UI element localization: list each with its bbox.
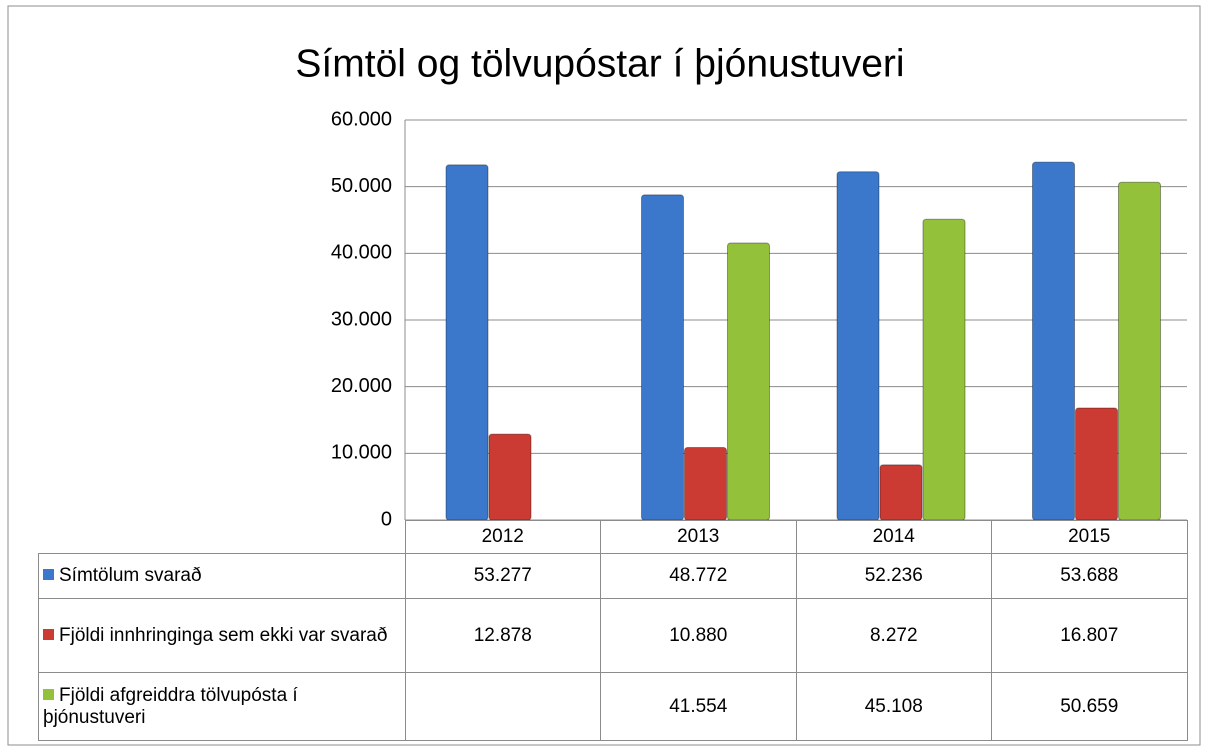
y-tick-label: 20.000 (331, 375, 392, 397)
y-tick-label: 10.000 (331, 442, 392, 464)
bar (1075, 407, 1118, 521)
table-value: 16.807 (991, 598, 1188, 673)
legend-key (43, 688, 54, 700)
bar (1032, 161, 1075, 521)
legend-label: Fjöldi innhringinga sem ekki var svarað (59, 624, 388, 646)
bar (879, 464, 923, 521)
chart-title: Símtöl og tölvupóstar í þjónustuveri (295, 42, 904, 85)
x-tick-label: 2012 (404, 520, 601, 554)
x-tick-label: 2013 (600, 520, 797, 554)
table-corner (38, 520, 406, 554)
table-value: 53.277 (404, 553, 601, 599)
legend-cell: Fjöldi innhringinga sem ekki var svarað (38, 598, 406, 673)
legend-key (43, 569, 54, 580)
bar (922, 218, 966, 521)
table-value: 8.272 (795, 598, 992, 673)
legend-label: Fjöldi afgreiddra tölvupósta í þjónustuv… (43, 684, 298, 728)
table-value: 10.880 (600, 598, 797, 673)
table-value: 52.236 (795, 553, 992, 599)
table-value: 53.688 (991, 553, 1188, 599)
x-tick-label: 2014 (795, 520, 992, 554)
legend-key (43, 628, 54, 640)
table-value: 50.659 (991, 672, 1188, 741)
legend-cell: Símtölum svarað (38, 553, 406, 599)
bar (641, 194, 684, 521)
y-tick-label: 30.000 (331, 308, 392, 330)
table-row: Fjöldi afgreiddra tölvupósta í þjónustuv… (38, 672, 1188, 741)
y-tick-label: 60.000 (331, 108, 392, 130)
data-table: 2012 2013 2014 2015 Símtölum svarað 53.277 48.… (38, 520, 1188, 741)
table-value: 12.878 (404, 598, 601, 673)
bar (684, 446, 727, 521)
y-tick-label: 40.000 (331, 242, 392, 264)
legend-cell: Fjöldi afgreiddra tölvupósta í þjónustuv… (38, 672, 406, 741)
y-tick-label: 50.000 (331, 175, 392, 197)
bar (1118, 181, 1161, 521)
y-tick-label: 0 (381, 508, 392, 530)
bar (445, 164, 489, 521)
legend-label: Símtölum svarað (59, 565, 202, 586)
table-row: Símtölum svarað 53.277 48.772 52.236 53.688 (38, 553, 1188, 599)
bar (727, 242, 770, 521)
bar (836, 171, 880, 521)
table-value (404, 672, 601, 741)
table-header-row: 2012 2013 2014 2015 (38, 520, 1188, 554)
table-row: Fjöldi innhringinga sem ekki var svarað 1… (38, 598, 1188, 673)
bar (488, 433, 532, 521)
x-tick-label: 2015 (991, 520, 1188, 554)
table-value: 41.554 (600, 672, 797, 741)
table-value: 48.772 (600, 553, 797, 599)
table-value: 45.108 (795, 672, 992, 741)
